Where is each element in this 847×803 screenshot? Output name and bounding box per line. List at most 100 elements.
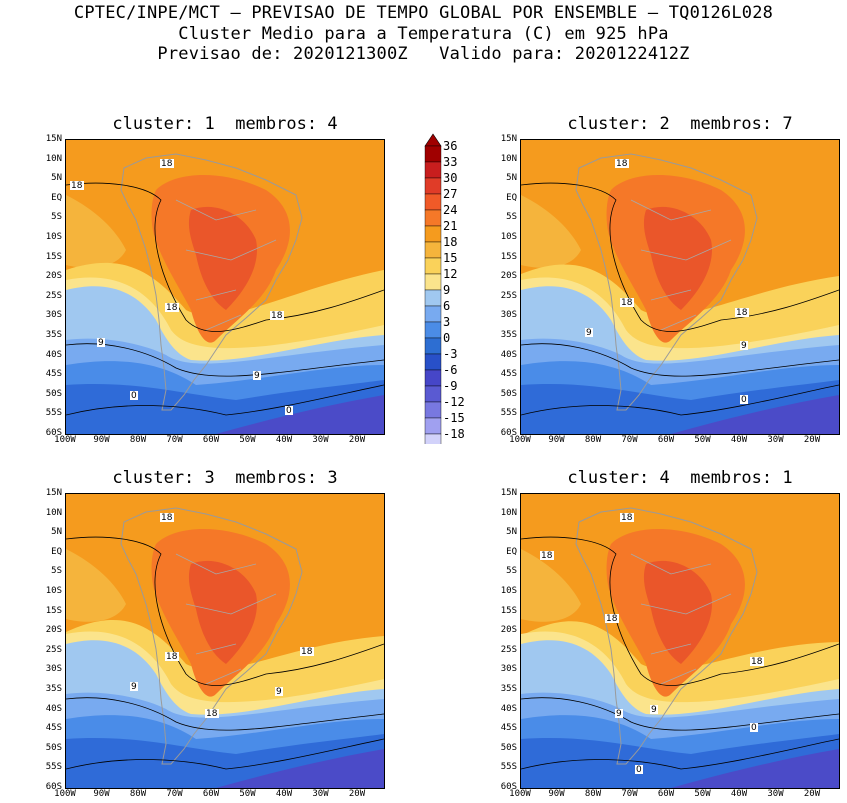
lat-tick-label: 15N [500,134,517,144]
lat-tick-label: 10N [45,153,62,164]
lon-tick-label: 30W [767,789,784,799]
lat-tick-label: 25S [45,290,62,301]
lon-tick-label: 70W [621,789,638,799]
lat-tick-label: 35S [45,684,62,694]
contour-label: 0 [740,395,748,405]
colorbar-segment [424,417,442,435]
lat-tick-label: 60S [45,782,62,792]
colorbar-label: 0 [443,331,451,345]
lat-tick-label: 20S [45,625,62,636]
colorbar-segment [424,241,442,259]
lat-tick-label: 10S [45,232,62,242]
contour-label: 18 [205,709,219,719]
contour-label: 9 [650,705,658,715]
map-panel-2: 18 18 18 9 9 0 [520,139,840,435]
lon-tick-label: 40W [730,435,748,445]
colorbar-segment [424,353,442,371]
colorbar-segment [424,433,442,444]
lon-tick-label: 30W [767,435,784,445]
colorbar-segment [424,161,442,179]
contour-label-text: 9 [741,341,747,351]
colorbar-label: -3 [443,347,458,361]
lon-tick-label: 90W [93,789,110,799]
colorbar-segment [424,289,442,307]
contour-label-text: 0 [741,395,747,405]
contour-label-text: 0 [636,765,642,775]
lat-tick-label: 55S [500,762,517,773]
contour-label-text: 18 [541,551,553,561]
contour-label: 9 [275,687,283,697]
contour-label-text: 9 [131,682,137,692]
colorbar-label: 24 [443,203,458,217]
colorbar-label: 33 [443,155,458,169]
colorbar-segment [424,177,442,195]
contour-label-text: 18 [161,159,173,169]
lat-tick-label: 10N [500,153,517,164]
colorbar-segment [424,337,442,355]
contour-label: 9 [130,682,138,692]
contour-label: 18 [300,647,314,657]
contour-label-text: 0 [751,723,757,733]
lat-tick-label: 10S [45,586,62,596]
colorbar [424,133,442,444]
contour-label: 18 [540,551,554,561]
lat-tick-label: 15S [45,605,62,616]
lon-tick-label: 20W [348,435,366,445]
colorbar-segment [424,257,442,275]
colorbar-top-arrow [424,133,442,147]
contour-label-text: 18 [166,303,178,313]
contour-label-text: 18 [621,513,633,523]
lon-tick-label: 100W [509,789,531,799]
map-panel-3: 18 18 18 18 9 9 [65,493,385,789]
temperature-map-3: 18 18 18 18 9 9 [66,494,384,788]
lat-tick-label: 60S [500,428,517,438]
lat-tick-label: 30S [500,310,517,321]
figure-title: CPTEC/INPE/MCT – PREVISAO DE TEMPO GLOBA… [73,3,774,23]
lat-tick-label: 5S [51,566,62,577]
lon-tick-label: 80W [129,435,147,445]
contour-label: 18 [735,308,749,318]
colorbar-label: 30 [443,171,458,185]
figure-dates: Previsao de: 2020121300Z Valido para: 20… [157,44,690,64]
contour-label-text: 18 [166,652,178,662]
colorbar-label: -12 [443,395,465,409]
lat-tick-label: 50S [45,742,62,753]
contour-label: 9 [253,371,261,381]
contour-label: 0 [635,765,643,775]
panel-1-title: cluster: 1 membros: 4 [112,114,338,134]
lon-tick-label: 70W [166,435,183,445]
lon-tick-label: 50W [694,789,711,799]
colorbar-segment [424,369,442,387]
lat-tick-label: 30S [45,664,62,675]
temperature-map-4: 18 18 18 18 9 9 0 0 [521,494,839,788]
contour-label-text: 0 [286,406,292,416]
lon-tick-label: 50W [694,435,711,445]
temperature-map-1: 18 18 18 18 9 9 0 0 [66,140,384,434]
colorbar-segment [424,193,442,211]
lon-tick-label: 80W [584,789,602,799]
lat-tick-label: EQ [51,192,62,203]
lat-tick-label: 15N [45,488,62,498]
lon-tick-label: 60W [657,789,675,799]
lat-tick-label: 45S [45,369,62,380]
colorbar-label: 9 [443,283,451,297]
lat-tick-label: 35S [45,330,62,340]
lat-tick-label: 45S [500,369,517,380]
panel-4-title: cluster: 4 membros: 1 [567,468,793,488]
lat-tick-label: 50S [500,742,517,753]
colorbar-label: 3 [443,315,451,329]
colorbar-label: 15 [443,251,458,265]
lon-tick-label: 90W [548,789,565,799]
lat-tick-label: 20S [45,271,62,282]
colorbar-label: -9 [443,379,458,393]
lat-tick-label: 15S [45,251,62,262]
lon-tick-label: 80W [584,435,602,445]
lat-tick-label: 35S [500,330,517,340]
map-panel-4: 18 18 18 18 9 9 0 0 [520,493,840,789]
contour-label-text: 18 [736,308,748,318]
colorbar-segment [424,273,442,291]
contour-label-text: 18 [616,159,628,169]
lat-tick-label: 10N [500,507,517,518]
lat-tick-label: 40S [45,703,62,714]
lat-tick-label: 5S [506,212,517,223]
